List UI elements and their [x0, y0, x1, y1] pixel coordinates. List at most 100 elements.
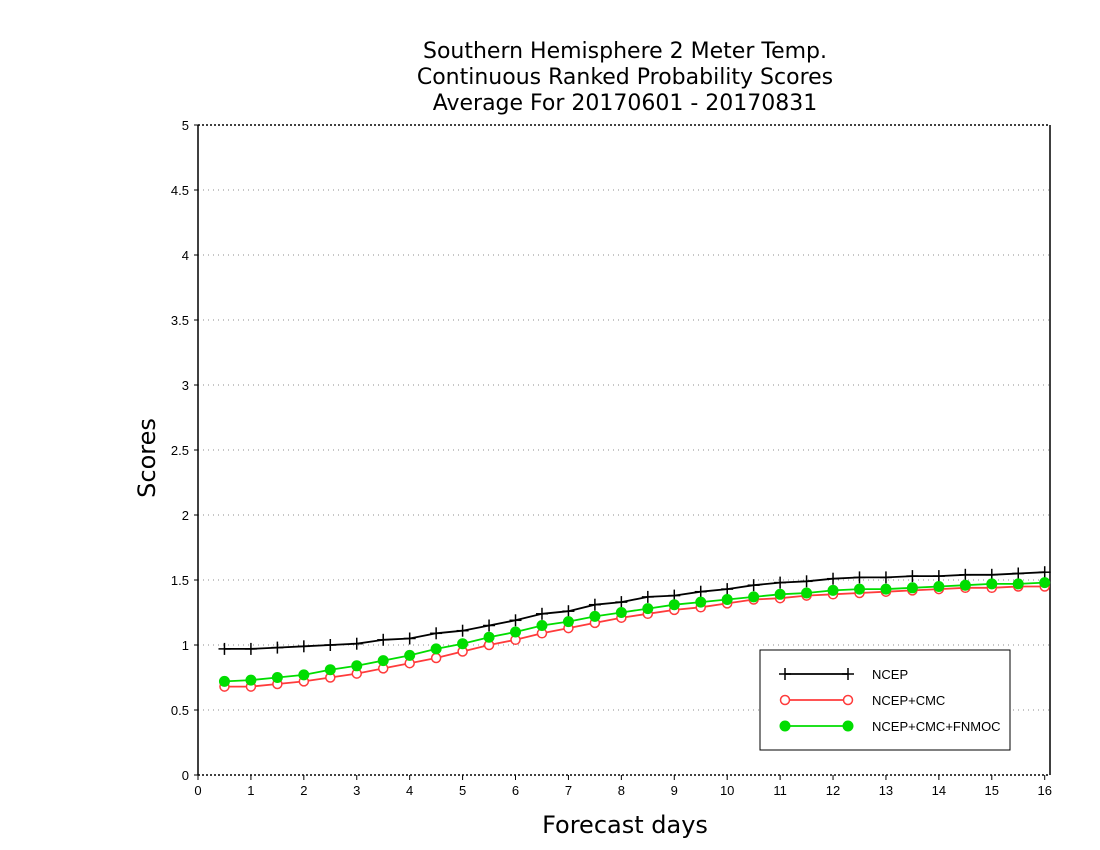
legend: NCEP NCEP+CMC NCEP+CMC+FNMOC	[759, 649, 1011, 751]
series-0-point-13	[562, 605, 575, 618]
series-2-point-22	[801, 587, 813, 599]
x-tick-label-2: 2	[300, 783, 307, 798]
legend-label-1: NCEP+CMC	[872, 693, 945, 708]
series-0-point-6	[377, 633, 390, 646]
legend-marker-left-0	[779, 668, 791, 680]
series-2-point-15	[615, 607, 627, 618]
legend-marker-right-0	[842, 668, 854, 680]
series-0-point-25	[879, 571, 892, 584]
series-2-point-18	[695, 596, 707, 608]
series-2-point-17	[668, 599, 680, 611]
series-2-point-9	[457, 638, 469, 650]
series-0-point-24	[853, 571, 866, 584]
series-2	[218, 577, 1051, 687]
x-tick-label-7: 7	[565, 783, 572, 798]
series-2-point-26	[906, 582, 918, 594]
x-tick-label-12: 12	[826, 783, 840, 798]
series-2-point-2	[271, 672, 283, 683]
x-tick-label-14: 14	[932, 783, 946, 798]
series-1-point-8	[430, 652, 442, 664]
x-tick-label-0: 0	[194, 783, 201, 798]
series-0-point-31	[1038, 566, 1051, 579]
x-tick-label-10: 10	[720, 783, 734, 798]
series-0-point-28	[959, 568, 972, 581]
series-2-point-12	[536, 620, 548, 631]
series-0-point-1	[244, 642, 257, 655]
series-0-point-8	[430, 627, 443, 640]
series-2-point-28	[959, 579, 971, 591]
series-2-point-8	[430, 643, 442, 655]
series-0-point-3	[297, 640, 310, 653]
series-2-point-24	[853, 583, 865, 595]
series-2-point-13	[562, 616, 574, 628]
legend-marker-left-2	[779, 720, 791, 732]
y-tick-label-9: 4.5	[171, 183, 189, 198]
legend-marker-right-2	[842, 720, 854, 732]
series-2-point-16	[642, 603, 654, 615]
series-0-point-22	[800, 575, 813, 588]
series-0-point-19	[721, 583, 734, 596]
series-2-point-23	[827, 584, 839, 596]
series-2-point-7	[404, 649, 416, 661]
y-tick-label-1: 0.5	[171, 703, 189, 718]
series-2-point-27	[933, 581, 945, 592]
legend-entry-1: NCEP+CMC	[779, 693, 945, 708]
series-0-point-14	[588, 598, 601, 611]
series-2-point-11	[510, 626, 522, 638]
series-2-point-6	[377, 655, 389, 667]
x-tick-label-15: 15	[985, 783, 999, 798]
x-tick-label-13: 13	[879, 783, 893, 798]
series-0-point-0	[218, 642, 231, 655]
y-axis-label: Scores	[133, 418, 161, 498]
data-series	[218, 566, 1051, 692]
legend-label-2: NCEP+CMC+FNMOC	[872, 719, 1001, 734]
chart-title: Southern Hemisphere 2 Meter Temp. Contin…	[417, 39, 833, 116]
y-tick-label-6: 3	[182, 378, 189, 393]
legend-marker-right-1	[842, 694, 854, 706]
tick-labels: 00.511.522.533.544.550 1 2 3 4 5 6 7 8 9 10 11 12 13 1…	[171, 118, 1052, 798]
y-tick-label-8: 4	[182, 248, 189, 263]
series-0-point-10	[483, 619, 496, 632]
y-tick-label-7: 3.5	[171, 313, 189, 328]
grid-lines	[198, 189, 1050, 711]
y-tick-label-2: 1	[182, 638, 189, 653]
series-0-point-12	[535, 607, 548, 620]
series-0-point-16	[641, 590, 654, 603]
title-line-3: Average For 20170601 - 20170831	[433, 91, 818, 116]
x-tick-label-9: 9	[671, 783, 678, 798]
legend-label-0: NCEP	[872, 667, 908, 682]
x-tick-label-3: 3	[353, 783, 360, 798]
series-0-point-4	[324, 639, 337, 651]
series-2-point-20	[748, 591, 760, 603]
series-2-point-10	[483, 631, 495, 643]
series-2-point-5	[351, 660, 363, 672]
series-2-point-19	[721, 594, 733, 605]
series-0-point-23	[827, 572, 840, 585]
x-tick-label-1: 1	[247, 783, 254, 798]
series-0	[218, 566, 1051, 655]
series-0-point-5	[350, 637, 363, 650]
series-2-point-29	[986, 578, 998, 590]
series-0-point-15	[615, 596, 628, 609]
series-0-point-2	[271, 641, 284, 654]
series-0-point-30	[1012, 567, 1025, 580]
y-tick-label-5: 2.5	[171, 443, 189, 458]
legend-entry-0: NCEP	[779, 667, 908, 682]
x-tick-label-4: 4	[406, 783, 413, 798]
series-0-point-20	[747, 579, 760, 592]
y-tick-label-0: 0	[182, 768, 189, 783]
series-0-point-18	[694, 585, 707, 598]
x-tick-label-6: 6	[512, 783, 519, 798]
series-0-point-27	[932, 570, 945, 583]
y-tick-label-10: 5	[182, 118, 189, 133]
legend-marker-left-1	[779, 694, 791, 706]
x-tick-label-8: 8	[618, 783, 625, 798]
series-2-point-25	[880, 583, 892, 595]
series-2-point-14	[589, 610, 601, 622]
series-2-point-4	[324, 664, 336, 676]
x-tick-label-16: 16	[1037, 783, 1051, 798]
series-0-point-26	[906, 570, 919, 583]
series-0-point-7	[403, 632, 416, 645]
series-2-point-0	[218, 675, 230, 687]
